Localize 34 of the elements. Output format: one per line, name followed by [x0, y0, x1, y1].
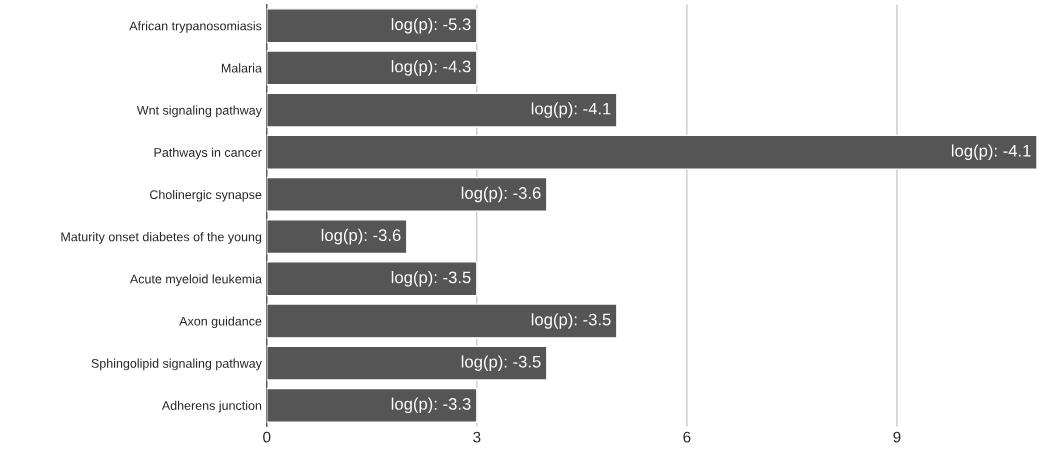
y-tick-label: Acute myeloid leukemia	[129, 274, 262, 286]
bar	[266, 261, 478, 297]
y-tick-label: Adherens junction	[161, 400, 262, 413]
annotation: log(p): -3.6	[461, 186, 541, 203]
y-tick-label: Sphingolipid signaling pathway	[91, 358, 262, 371]
bar	[266, 303, 618, 339]
y-tick-label: African trypanosomiasis	[129, 21, 262, 33]
x-tick-label: 3	[473, 431, 481, 443]
annotation: log(p): -5.3	[391, 17, 471, 34]
bar	[266, 345, 548, 381]
bar	[266, 176, 548, 212]
x-tick-label: 9	[893, 431, 901, 443]
x-tick-label: 0	[263, 431, 271, 443]
y-tick-label: Maturity onset diabetes of the young	[61, 232, 262, 244]
x-tick-label: 6	[683, 431, 691, 443]
y-tick-label: Cholinergic synapse	[149, 189, 262, 202]
bar	[266, 92, 618, 128]
annotation: log(p): -3.5	[391, 271, 471, 287]
annotation: log(p): -3.6	[321, 228, 401, 245]
y-tick-label: Pathways in cancer	[154, 147, 262, 160]
bar	[266, 8, 478, 44]
annotation: log(p): -4.1	[951, 144, 1031, 161]
bar	[266, 387, 478, 423]
annotation: log(p): -3.3	[391, 397, 471, 414]
bar	[266, 134, 1037, 170]
annotation: log(p): -4.3	[391, 60, 471, 76]
bar	[266, 50, 478, 86]
annotation: log(p): -3.5	[461, 355, 541, 371]
y-tick-label: Wnt signaling pathway	[136, 105, 262, 118]
y-tick-label: Axon guidance	[179, 316, 262, 329]
bar	[266, 219, 408, 255]
annotation: log(p): -4.1	[531, 102, 611, 118]
annotation: log(p): -3.5	[531, 313, 611, 329]
y-tick-label: Malaria	[221, 63, 262, 73]
